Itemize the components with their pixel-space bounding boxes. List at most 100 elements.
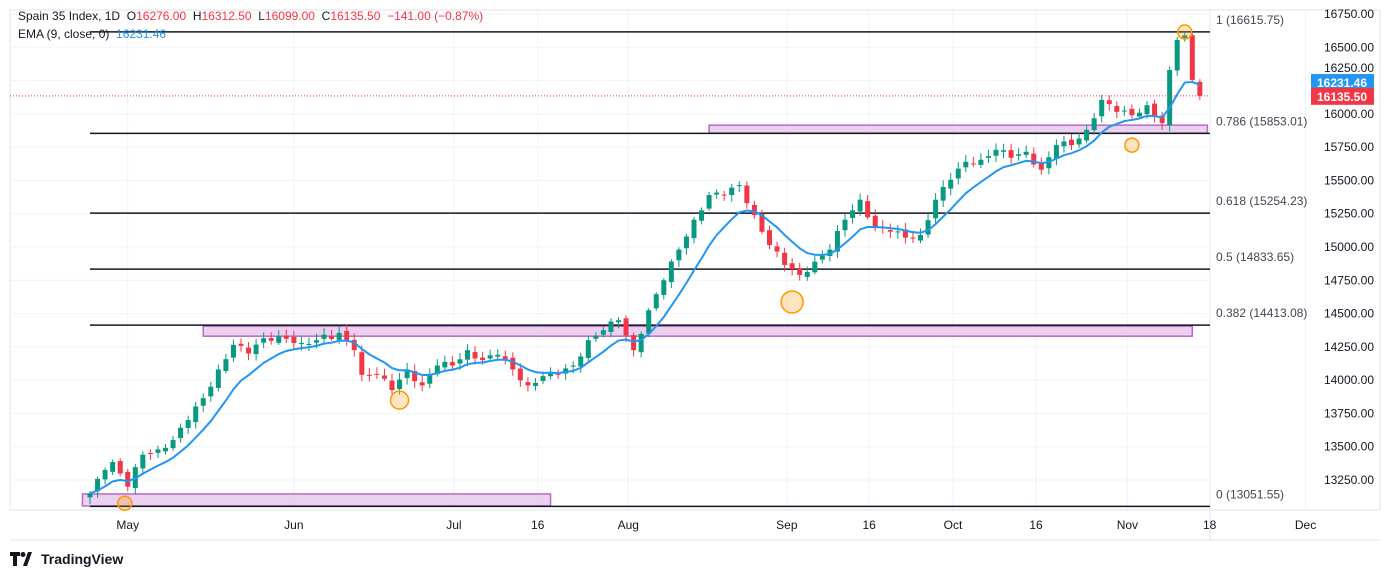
tradingview-logo[interactable]: TradingView (10, 551, 123, 567)
candle-body (517, 368, 523, 381)
candle (714, 189, 720, 199)
x-tick-label: Jun (284, 518, 303, 532)
candle (985, 149, 991, 163)
candle-body (253, 344, 259, 355)
candle (268, 332, 274, 345)
y-tick-label: 15250.00 (1324, 207, 1374, 221)
candle (608, 318, 614, 337)
candle (865, 194, 871, 220)
candle-body (638, 333, 644, 353)
candle-body (683, 236, 689, 249)
x-tick-label: 16 (531, 518, 545, 532)
candle-body (676, 249, 682, 261)
candle-body (819, 255, 825, 260)
candle-body (751, 204, 757, 216)
candle-body (427, 374, 433, 384)
candle-body (593, 335, 599, 339)
candle (736, 181, 742, 193)
candle-body (955, 168, 961, 179)
candle-body (600, 330, 606, 335)
candle-body (653, 294, 659, 309)
candle-body (1084, 129, 1090, 141)
candle (1069, 134, 1074, 151)
candle (789, 258, 795, 276)
ema-legend[interactable]: EMA (9, close, 0) 16231.46 (18, 27, 166, 41)
candle (668, 259, 674, 288)
x-tick-label: Sep (776, 518, 798, 532)
x-tick-label: Dec (1295, 518, 1316, 532)
candle (495, 349, 501, 360)
candle-body (381, 375, 387, 379)
candle (1182, 32, 1188, 42)
highlight-circle-marker (780, 290, 804, 314)
ema-value: 16231.46 (116, 27, 167, 41)
high-value: 16312.50 (201, 9, 252, 23)
candle-body (1114, 105, 1120, 112)
candle (223, 353, 229, 374)
candle (253, 338, 259, 361)
candle (185, 415, 191, 434)
candle (895, 224, 901, 239)
candle-body (774, 246, 780, 252)
candle (487, 349, 493, 362)
low-label: L (258, 9, 265, 23)
candle (616, 317, 621, 329)
candle-body (948, 179, 954, 189)
candle-body (532, 382, 538, 386)
candle (963, 155, 969, 173)
candle-body (895, 231, 901, 233)
support-resistance-zone (708, 124, 1209, 134)
candle (1038, 157, 1044, 175)
candle (819, 250, 825, 264)
candle-body (457, 359, 463, 364)
candle (729, 183, 735, 202)
candle-body (1152, 103, 1158, 117)
candle-body (321, 334, 327, 339)
candle (978, 153, 984, 169)
candle (940, 180, 946, 207)
candle-body (163, 447, 168, 452)
candle-body (1106, 100, 1112, 105)
candle-body (872, 215, 878, 228)
candle (970, 156, 976, 167)
candle-body (721, 194, 727, 196)
ema-price-tag-label: 16231.46 (1317, 76, 1367, 90)
candle (782, 247, 788, 272)
candle (842, 213, 848, 237)
y-tick-label: 14500.00 (1324, 307, 1374, 321)
candle (95, 476, 101, 498)
candle (1008, 143, 1014, 164)
candle-body (404, 369, 410, 379)
candle-body (359, 352, 365, 375)
candle (291, 330, 297, 349)
candle-body (397, 379, 403, 390)
y-tick-label: 16250.00 (1324, 61, 1374, 75)
candle (744, 181, 750, 209)
ohlc-legend: Spain 35 Index, 1D O16276.00 H16312.50 L… (18, 9, 483, 23)
candle-body (223, 359, 229, 371)
fib-level-label: 0.618 (15254.23) (1216, 194, 1307, 208)
candle-body (208, 386, 214, 397)
candle (449, 355, 455, 371)
candle (208, 381, 214, 402)
candle (661, 278, 667, 300)
candle-body (925, 220, 931, 235)
highlight-circle-marker (1177, 24, 1193, 40)
candle (200, 393, 206, 413)
candle-body (729, 187, 735, 196)
candle (427, 368, 433, 389)
candle (238, 338, 244, 352)
candle (502, 350, 508, 365)
candle-body (510, 357, 516, 370)
candle-body (940, 186, 946, 201)
candle-body (623, 318, 629, 336)
candle-body (268, 338, 274, 341)
candle (472, 346, 478, 365)
candle-body (850, 210, 856, 218)
support-resistance-zone (202, 325, 1194, 337)
candle (933, 193, 939, 224)
y-tick-label: 16000.00 (1324, 107, 1374, 121)
candle (676, 247, 682, 267)
